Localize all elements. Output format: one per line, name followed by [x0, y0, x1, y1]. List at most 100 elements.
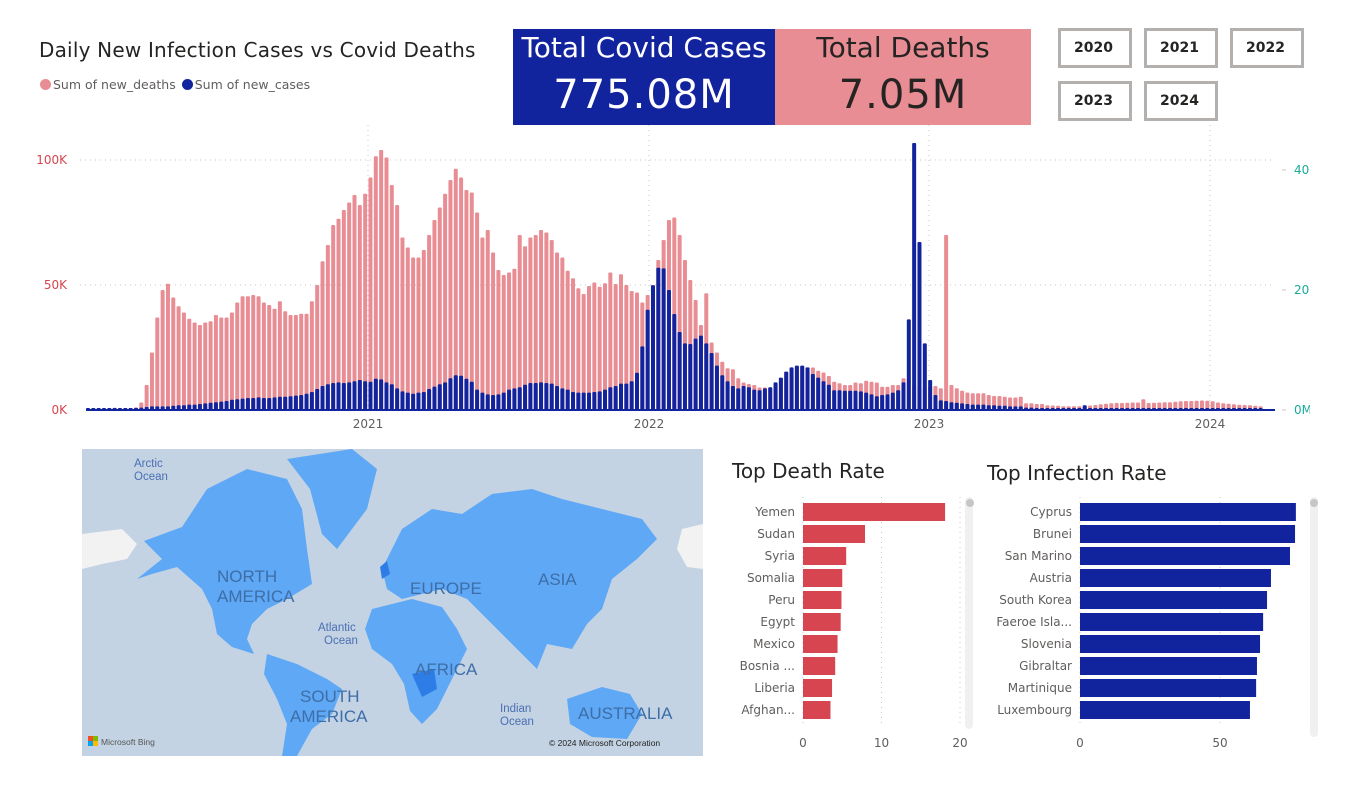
cases-bar[interactable] — [848, 390, 853, 410]
deaths-bar[interactable] — [507, 272, 512, 411]
cases-bar[interactable] — [336, 382, 341, 410]
cases-bar[interactable] — [267, 398, 272, 410]
data-bar[interactable] — [1080, 679, 1257, 697]
deaths-bar[interactable] — [571, 278, 576, 410]
scrollbar-thumb[interactable] — [966, 499, 974, 507]
deaths-bar[interactable] — [357, 205, 362, 410]
cases-bar[interactable] — [976, 404, 981, 410]
data-bar[interactable] — [803, 635, 838, 653]
deaths-bar[interactable] — [1194, 400, 1199, 410]
deaths-bar[interactable] — [555, 252, 560, 411]
cases-bar[interactable] — [331, 383, 336, 410]
cases-bar[interactable] — [928, 380, 933, 410]
deaths-bar[interactable] — [565, 270, 570, 410]
cases-bar[interactable] — [890, 392, 895, 410]
cases-bar[interactable] — [757, 390, 762, 410]
cases-bar[interactable] — [208, 402, 213, 410]
cases-bar[interactable] — [309, 392, 314, 410]
cases-bar[interactable] — [288, 396, 293, 410]
deaths-bar[interactable] — [165, 283, 170, 410]
deaths-bar[interactable] — [229, 312, 234, 411]
cases-bar[interactable] — [789, 367, 794, 410]
deaths-bar[interactable] — [293, 315, 298, 410]
deaths-bar[interactable] — [1199, 400, 1204, 411]
cases-bar[interactable] — [650, 285, 655, 410]
cases-bar[interactable] — [373, 378, 378, 410]
cases-bar[interactable] — [341, 383, 346, 410]
deaths-bar[interactable] — [581, 294, 586, 410]
legend-item-deaths[interactable]: Sum of new_deaths — [40, 77, 176, 92]
cases-bar[interactable] — [219, 401, 224, 410]
scrollbar-thumb[interactable] — [1310, 499, 1318, 507]
cases-bar[interactable] — [171, 405, 176, 410]
cases-bar[interactable] — [608, 387, 613, 410]
deaths-bar[interactable] — [416, 257, 421, 411]
cases-bar[interactable] — [832, 390, 837, 410]
deaths-bar[interactable] — [437, 207, 442, 411]
cases-bar[interactable] — [421, 392, 426, 410]
deaths-bar[interactable] — [277, 301, 282, 410]
deaths-bar[interactable] — [517, 235, 522, 410]
cases-bar[interactable] — [773, 382, 778, 410]
cases-bar[interactable] — [555, 386, 560, 410]
deaths-bar[interactable] — [384, 157, 389, 411]
deaths-bar[interactable] — [320, 261, 325, 410]
cases-bar[interactable] — [293, 395, 298, 410]
data-bar[interactable] — [1080, 635, 1261, 653]
cases-bar[interactable] — [299, 395, 304, 410]
cases-bar[interactable] — [187, 404, 192, 410]
cases-bar[interactable] — [565, 389, 570, 410]
deaths-bar[interactable] — [405, 247, 410, 411]
deaths-bar[interactable] — [485, 230, 490, 410]
cases-bar[interactable] — [389, 384, 394, 410]
cases-bar[interactable] — [933, 395, 938, 410]
deaths-bar[interactable] — [421, 250, 426, 410]
cases-bar[interactable] — [523, 384, 528, 410]
cases-bar[interactable] — [581, 392, 586, 410]
deaths-bar[interactable] — [256, 296, 261, 410]
deaths-bar[interactable] — [155, 317, 160, 411]
cases-bar[interactable] — [826, 384, 831, 410]
data-bar[interactable] — [1080, 547, 1290, 565]
cases-bar[interactable] — [880, 395, 885, 410]
year-button-2024[interactable]: 2024 — [1144, 81, 1218, 121]
data-bar[interactable] — [1080, 591, 1268, 609]
deaths-bar[interactable] — [944, 235, 949, 410]
cases-bar[interactable] — [587, 392, 592, 410]
deaths-bar[interactable] — [539, 230, 544, 410]
deaths-bar[interactable] — [491, 252, 496, 411]
cases-bar[interactable] — [736, 388, 741, 410]
data-bar[interactable] — [803, 591, 842, 609]
cases-bar[interactable] — [427, 389, 432, 410]
cases-bar[interactable] — [432, 386, 437, 410]
cases-bar[interactable] — [645, 309, 650, 410]
deaths-bar[interactable] — [213, 315, 218, 410]
deaths-bar[interactable] — [496, 270, 501, 410]
cases-bar[interactable] — [501, 392, 506, 410]
cases-bar[interactable] — [762, 388, 767, 410]
cases-bar[interactable] — [981, 404, 986, 410]
infection-rate-chart[interactable]: 0 50 Cyprus Brunei San Marino Austria South Ko… — [980, 495, 1325, 785]
deaths-bar[interactable] — [267, 305, 272, 410]
cases-bar[interactable] — [507, 389, 512, 410]
deaths-bar[interactable] — [603, 283, 608, 410]
cases-bar[interactable] — [640, 346, 645, 410]
cases-bar[interactable] — [320, 386, 325, 410]
deaths-bar[interactable] — [528, 237, 533, 411]
cases-bar[interactable] — [304, 393, 309, 410]
cases-bar[interactable] — [869, 394, 874, 410]
cases-bar[interactable] — [938, 400, 943, 410]
year-button-2022[interactable]: 2022 — [1230, 28, 1304, 68]
deaths-bar[interactable] — [144, 385, 149, 410]
cases-bar[interactable] — [656, 267, 661, 410]
deaths-bar[interactable] — [192, 322, 197, 411]
cases-bar[interactable] — [725, 381, 730, 410]
deaths-bar[interactable] — [315, 285, 320, 410]
cases-bar[interactable] — [464, 378, 469, 410]
deaths-bar[interactable] — [283, 311, 288, 410]
cases-bar[interactable] — [629, 381, 634, 410]
deaths-bar[interactable] — [261, 302, 266, 411]
deaths-bar[interactable] — [608, 272, 613, 411]
cases-bar[interactable] — [411, 393, 416, 410]
cases-bar[interactable] — [970, 404, 975, 410]
